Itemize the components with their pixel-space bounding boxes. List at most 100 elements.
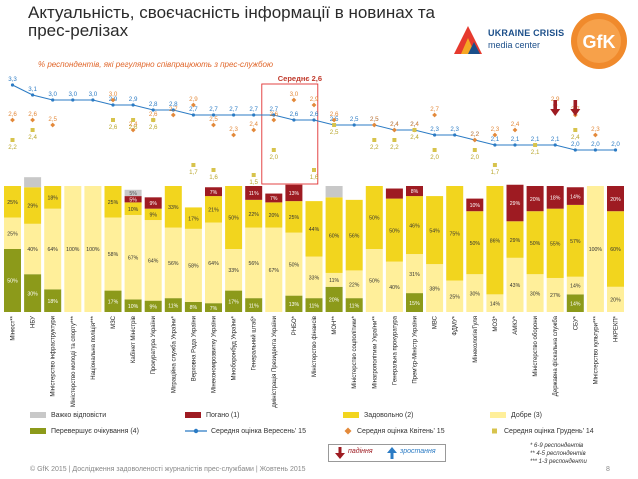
note-1: * 6-9 респондентів (530, 443, 584, 449)
bar-label: 8% (190, 305, 198, 311)
bar-label: 67% (128, 255, 139, 261)
bar-label: 56% (249, 261, 260, 267)
dec-2014-point (573, 128, 578, 132)
bar-segment (205, 187, 222, 197)
logo-uc-line2: media center (488, 40, 541, 50)
apr-2015-point (231, 132, 236, 138)
bar-label: 50% (369, 216, 380, 222)
apr-2015-value: 2,6 (330, 111, 339, 118)
dec-2014-point (10, 138, 15, 142)
bar-segment (124, 202, 142, 215)
note-2: ** 4-5 респондентів (530, 451, 586, 457)
dec-2014-point (151, 118, 156, 122)
apr-2015-value: 2,3 (591, 126, 600, 133)
bar-segment (285, 295, 303, 312)
bar-label: 9% (149, 201, 157, 207)
sep-2015-value: 2,3 (430, 126, 439, 133)
legend: Важко відповісти Погано (1) Задовольно (… (30, 408, 638, 442)
dec-2014-value: 2,4 (410, 134, 419, 141)
apr-2015-value: 2,9 (551, 96, 560, 103)
bar-label: 40% (27, 247, 38, 253)
bar-segment (566, 187, 584, 205)
sep-2015-value: 2,5 (350, 116, 359, 123)
bar-segment (225, 186, 243, 249)
bar-label: 21% (208, 208, 219, 214)
dec-2014-point (372, 138, 377, 142)
bar-segment (205, 196, 222, 223)
apr-2015-point (311, 102, 317, 108)
sep-2015-point (593, 148, 598, 152)
bar-segment (265, 193, 283, 203)
sep-2015-point (51, 98, 55, 102)
bar-label: 13% (289, 302, 300, 308)
bar-segment (406, 186, 423, 197)
bar-label: 13% (289, 191, 300, 197)
bar-segment (365, 249, 383, 312)
bar-label: 25% (289, 215, 300, 221)
bar-segment (225, 249, 243, 291)
bar-segment (607, 186, 624, 212)
category-label: Міністерство молоді та спорту*** (71, 315, 77, 407)
bar-segment (426, 196, 444, 265)
bar-label: 31% (409, 272, 420, 278)
bar-segment (24, 177, 42, 188)
bar-segment (305, 298, 323, 312)
bar-label: 50% (228, 216, 239, 222)
bar-segment (466, 198, 484, 212)
sep-2015-point (433, 133, 437, 137)
category-label: Мінекономрозвитку України (212, 316, 218, 393)
stacked-bar-chart: 50% 25% 25% Мінюст** 30% 40% 29% НБУ 18% 64% 18% Мі… (4, 74, 624, 408)
bar-segment (325, 197, 343, 273)
apr-2015-value: 2,4 (511, 121, 520, 128)
legend-item-hard: Важко відповісти (30, 410, 106, 420)
bar-label: 18% (550, 196, 561, 202)
bar-label: 50% (289, 262, 300, 268)
bar-segment (506, 257, 524, 312)
dec-2014-point (412, 128, 417, 132)
apr-2015-point (251, 127, 257, 133)
bar-label: 25% (7, 231, 18, 237)
footer-text: © GfK 2015 | Дослідження задоволеності ж… (30, 466, 306, 473)
bar-segment (184, 207, 202, 229)
legend-swatch-good (490, 412, 506, 418)
bar-segment (345, 270, 363, 299)
apr-2015-point (211, 122, 216, 128)
bar-segment (446, 186, 464, 281)
category-label: МЗС (111, 315, 117, 329)
dec-2014-value: 2,2 (8, 144, 17, 151)
bar-segment (245, 199, 263, 228)
sep-2015-value: 2,1 (491, 136, 500, 143)
sep-2015-value: 2,9 (129, 96, 138, 103)
sep-2015-value: 3,1 (28, 86, 37, 93)
bar-segment (245, 298, 263, 312)
dec-2014-point (251, 173, 256, 177)
bar-segment (4, 217, 21, 249)
bar-segment (406, 293, 423, 312)
decline-arrow-head (570, 109, 581, 116)
sep-2015-value: 2,0 (591, 141, 600, 148)
bar-label: 54% (429, 228, 440, 234)
bar-label: 25% (108, 200, 119, 206)
bar-segment (164, 186, 182, 228)
sep-2015-point (191, 113, 195, 117)
dec-2014-point (533, 143, 538, 147)
bar-segment (607, 211, 624, 287)
sep-2015-value: 2,3 (450, 126, 459, 133)
category-label: НБУ (31, 316, 37, 328)
bar-segment (104, 217, 122, 291)
bar-segment (406, 196, 423, 255)
bar-label: 29% (510, 238, 521, 244)
dec-2014-value: 1,6 (209, 174, 218, 181)
bar-segment (526, 274, 544, 312)
bar-segment (4, 249, 21, 312)
legend-label-sep: Середня оцінка Вересень' 15 (211, 427, 306, 435)
bar-label: 10% (128, 207, 139, 213)
bar-segment (566, 294, 584, 312)
sep-2015-value: 2,4 (410, 121, 419, 128)
category-label: МВС (433, 315, 439, 329)
sep-2015-point (493, 143, 497, 147)
bar-label: 20% (530, 197, 541, 203)
bar-segment (124, 196, 142, 203)
dec-2014-value: 1,5 (249, 179, 258, 186)
gfk-logo-text: GfK (583, 32, 616, 52)
